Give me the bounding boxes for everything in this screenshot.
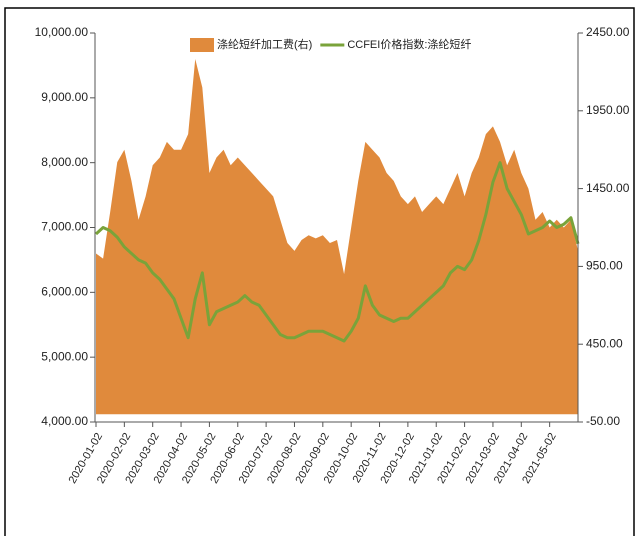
- y-tick-label: 6,000.00: [41, 285, 88, 299]
- legend: 涤纶短纤加工费(右) CCFEI价格指数:涤纶短纤: [190, 37, 471, 52]
- y-tick-label: 7,000.00: [41, 220, 88, 234]
- y2-tick-label: 2450.00: [586, 25, 630, 39]
- y-tick-label: 8,000.00: [41, 155, 88, 169]
- y-tick-label: 10,000.00: [35, 25, 89, 39]
- y-tick-label: 9,000.00: [41, 90, 88, 104]
- y-tick-label: 5,000.00: [41, 349, 88, 363]
- y2-tick-label: 1950.00: [586, 103, 630, 117]
- legend-swatch: [190, 38, 214, 52]
- legend-label: CCFEI价格指数:涤纶短纤: [347, 37, 471, 51]
- legend-label: 涤纶短纤加工费(右): [217, 37, 312, 51]
- line: [94, 161, 580, 343]
- y2-tick-label: 1450.00: [586, 181, 630, 195]
- y2-tick-label: -50.00: [586, 414, 620, 428]
- y-tick-label: 4,000.00: [41, 414, 88, 428]
- area: [96, 58, 578, 415]
- y2-tick-label: 450.00: [586, 336, 623, 350]
- frame: [4, 7, 635, 536]
- y2-tick-label: 950.00: [586, 259, 623, 273]
